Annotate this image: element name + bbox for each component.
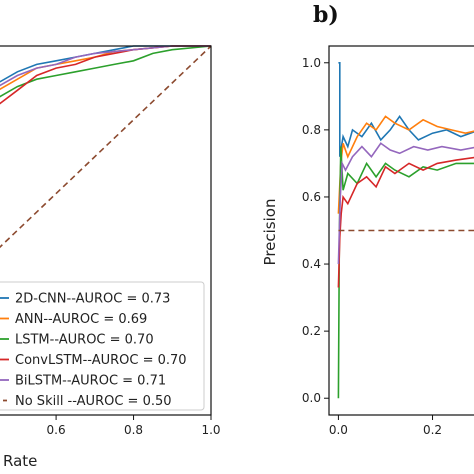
pr-y-tick-label: 0.4 [302, 257, 321, 271]
pr-y-axis-label: Precision [261, 199, 279, 266]
legend-frame [0, 281, 205, 411]
legend-entry: ANN--AUROC = 0.69 [15, 312, 147, 327]
pr-series-ann [337, 115, 474, 214]
pr-y-tick-label: 0.2 [302, 324, 321, 338]
pr-y-ticks: 0.0 0.2 0.4 0.6 0.8 1.0 [302, 56, 329, 405]
roc-axes-frame [0, 45, 212, 416]
pr-y-tick-label: 0.6 [302, 190, 321, 204]
roc-series-no-skill [0, 45, 212, 249]
roc-x-tick-label: 0.8 [124, 423, 143, 437]
roc-series-bilstm [0, 45, 211, 87]
pr-y-tick-label: 0.8 [302, 123, 321, 137]
roc-panel: 0.6 0.8 1.0 Rate 2D-CNN--AUROC = 0.73 ANN--… [0, 45, 221, 470]
pr-x-ticks: 0.0 0.2 [329, 415, 442, 437]
roc-x-ticks: 0.6 0.8 1.0 [47, 415, 221, 437]
pr-axes-frame [328, 45, 474, 416]
legend-entry: No Skill --AUROC = 0.50 [15, 394, 172, 409]
roc-x-tick-label: 1.0 [201, 423, 220, 437]
pr-series-2d-cnn [338, 61, 474, 157]
pr-panel: 0.0 0.2 0.4 0.6 0.8 1.0 0.0 0.2 Precision [261, 45, 474, 437]
roc-x-tick-label: 0.6 [47, 423, 66, 437]
legend-entry: BiLSTM--AUROC = 0.71 [15, 374, 166, 389]
legend-entry: LSTM--AUROC = 0.70 [15, 333, 154, 348]
pr-series-bilstm [337, 142, 474, 265]
roc-series-lstm [0, 45, 212, 98]
panel-label-b: b) [313, 2, 339, 28]
roc-series-group [0, 45, 212, 249]
pr-x-tick-label: 0.0 [329, 423, 348, 437]
pr-series-group [337, 61, 474, 399]
pr-series-convlstm [337, 156, 474, 288]
roc-x-axis-label: Rate [3, 452, 37, 470]
legend-entry: ConvLSTM--AUROC = 0.70 [15, 353, 187, 368]
roc-legend: 2D-CNN--AUROC = 0.73 ANN--AUROC = 0.69 LST… [0, 281, 205, 411]
roc-series-2d-cnn [0, 45, 211, 83]
pr-y-tick-label: 0.0 [302, 391, 321, 405]
pr-series-lstm [337, 146, 474, 399]
legend-entry: 2D-CNN--AUROC = 0.73 [15, 292, 170, 307]
pr-y-tick-label: 1.0 [302, 56, 321, 70]
pr-x-tick-label: 0.2 [423, 423, 442, 437]
